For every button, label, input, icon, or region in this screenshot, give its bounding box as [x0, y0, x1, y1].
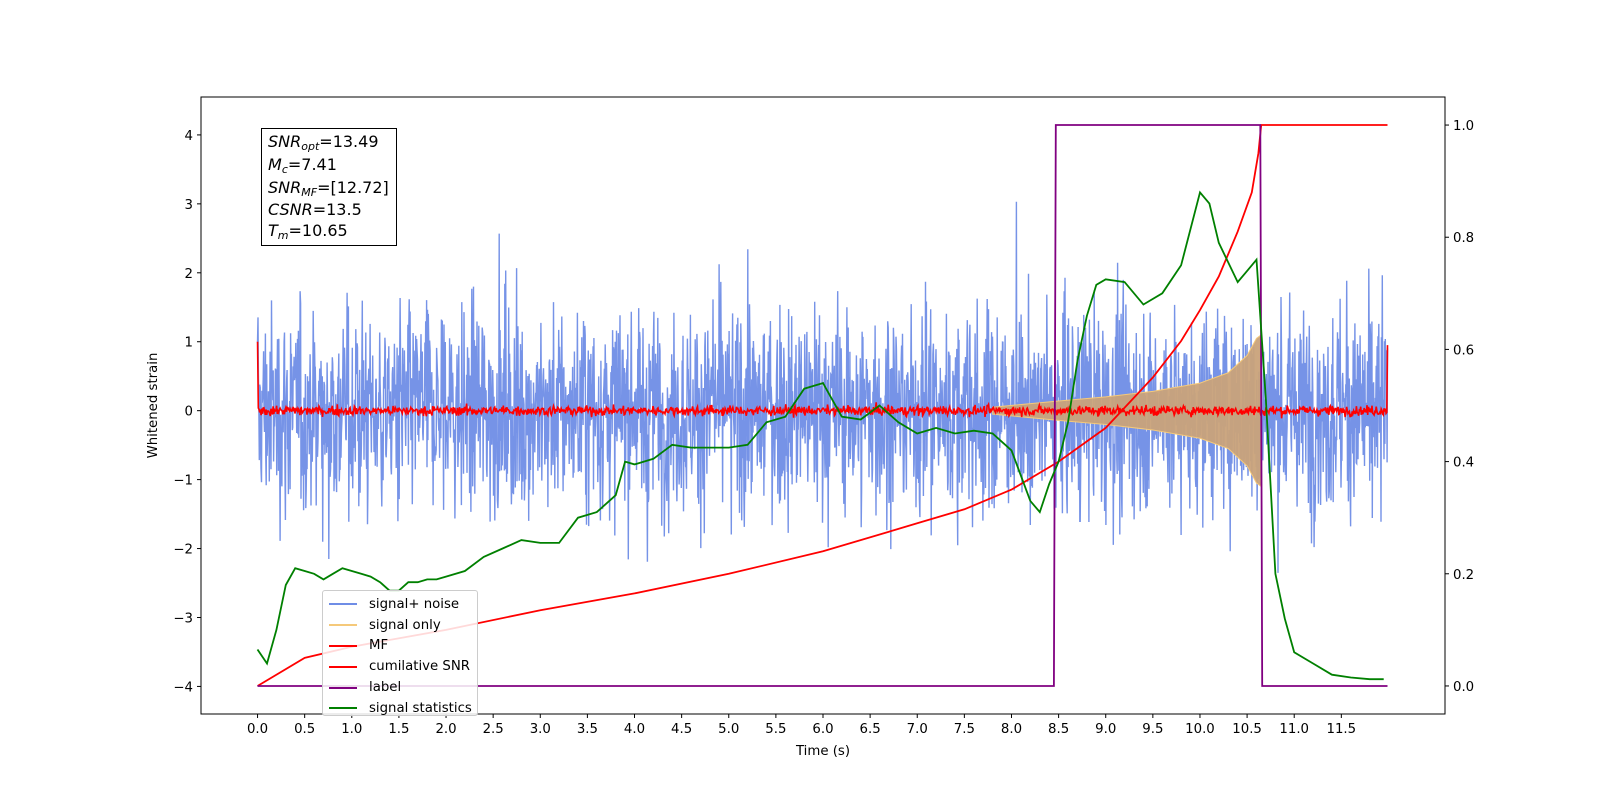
x-tick-label: 7.0: [907, 722, 928, 737]
y2-tick-label: 0.2: [1453, 568, 1474, 583]
x-tick-label: 0.5: [294, 722, 315, 737]
legend-label-signal-only: signal only: [369, 617, 441, 633]
mc-symbol: M: [268, 154, 282, 174]
x-tick-label: 9.0: [1095, 722, 1116, 737]
csnr-symbol: CSNR: [268, 200, 313, 220]
x-tick-label: 6.0: [812, 722, 833, 737]
y-tick-label: −2: [173, 543, 193, 558]
y-axis-label: Whitened strain: [146, 353, 161, 459]
x-axis-ticks: 0.0 0.5 1.0 1.5 2.0 2.5 3.0 3.5 4.0 4.5 5.0 5.5 6.0 6…: [247, 714, 1356, 737]
x-tick-label: 3.0: [530, 722, 551, 737]
x-tick-label: 1.0: [341, 722, 362, 737]
x-axis-label: Time (s): [795, 744, 850, 759]
x-tick-label: 4.0: [624, 722, 645, 737]
legend-item-mf: MF: [329, 636, 471, 657]
x-tick-label: 8.0: [1001, 722, 1022, 737]
y-tick-label: 3: [185, 198, 193, 213]
snr-mf-line: SNRMF=[12.72]: [268, 178, 390, 201]
legend: signal+ noise signal only MF cumilative …: [322, 590, 478, 716]
x-tick-label: 7.5: [954, 722, 975, 737]
legend-swatch-signal-noise: [329, 603, 357, 606]
x-tick-label: 3.5: [577, 722, 598, 737]
x-tick-label: 1.5: [388, 722, 409, 737]
plot-area: [256, 124, 1389, 687]
tm-line: Tm=10.65: [268, 221, 390, 244]
legend-item-label: label: [329, 677, 471, 698]
y-tick-label: −1: [173, 474, 193, 489]
legend-swatch-signal-only: [329, 624, 357, 627]
legend-swatch-mf: [329, 644, 357, 647]
x-tick-label: 2.5: [483, 722, 504, 737]
tm-sub: m: [277, 229, 289, 243]
y-tick-label: 1: [185, 336, 193, 351]
csnr-value: =13.5: [312, 200, 362, 220]
y-tick-label: −4: [173, 680, 193, 695]
x-tick-label: 10.0: [1185, 722, 1215, 737]
y-tick-label: −3: [173, 611, 193, 626]
series-signal-statistics: [256, 190, 1384, 681]
mc-sub: c: [281, 162, 288, 176]
mc-line: Mc=7.41: [268, 155, 390, 178]
snr-opt-symbol: SNR: [268, 132, 302, 151]
legend-item-signal-only: signal only: [329, 615, 471, 636]
series-cumulative-snr: [257, 124, 1388, 687]
tm-value: =10.65: [288, 221, 348, 241]
y-tick-label: 0: [185, 405, 193, 420]
x-tick-label: 5.5: [765, 722, 786, 737]
y-tick-label: 4: [185, 129, 193, 144]
legend-swatch-label: [329, 686, 357, 689]
x-tick-label: 0.0: [247, 722, 268, 737]
y2-tick-label: 0.6: [1453, 343, 1474, 358]
x-tick-label: 5.0: [718, 722, 739, 737]
legend-label-mf: MF: [369, 638, 389, 654]
series-mf: [256, 341, 1389, 419]
y2-tick-label: 0.4: [1453, 456, 1474, 471]
y-axis-ticks: 4 3 2 1 0 −1 −2 −3 −4: [173, 129, 201, 695]
x-tick-label: 11.5: [1327, 722, 1357, 737]
legend-item-cumulative-snr: cumilative SNR: [329, 656, 471, 677]
legend-swatch-signal-statistics: [329, 707, 357, 710]
snr-mf-sub: MF: [301, 185, 318, 199]
x-tick-label: 8.5: [1048, 722, 1069, 737]
x-tick-label: 9.5: [1142, 722, 1163, 737]
snr-opt-sub: opt: [301, 140, 320, 153]
snr-mf-value: =[12.72]: [317, 177, 389, 197]
x-tick-label: 11.0: [1279, 722, 1309, 737]
y2-tick-label: 0.8: [1453, 231, 1474, 246]
legend-item-signal-noise: signal+ noise: [329, 594, 471, 615]
legend-item-signal-statistics: signal statistics: [329, 698, 472, 719]
y2-tick-label: 0.0: [1453, 680, 1474, 695]
annotation-box: SNRopt=13.49 Mc=7.41 SNRMF=[12.72] CSNR=…: [261, 128, 397, 246]
mc-value: =7.41: [287, 154, 337, 174]
legend-label-cumulative-snr: cumilative SNR: [369, 659, 471, 675]
y-tick-label: 2: [185, 267, 193, 282]
snr-opt-value: =13.49: [319, 132, 379, 151]
x-tick-label: 6.5: [860, 722, 881, 737]
x-tick-label: 4.5: [671, 722, 692, 737]
legend-label-signal-statistics: signal statistics: [369, 700, 472, 716]
y2-axis-ticks: 1.0 0.8 0.6 0.4 0.2 0.0: [1445, 119, 1474, 695]
legend-label-label: label: [369, 680, 402, 696]
snr-mf-symbol: SNR: [268, 177, 302, 197]
y2-tick-label: 1.0: [1453, 119, 1474, 134]
x-tick-label: 10.5: [1232, 722, 1262, 737]
snr-opt-line: SNRopt=13.49: [268, 132, 390, 155]
series-label: [257, 124, 1388, 687]
tm-symbol: T: [268, 221, 278, 241]
csnr-line: CSNR=13.5: [268, 200, 390, 221]
legend-swatch-cumulative-snr: [329, 665, 357, 668]
x-tick-label: 2.0: [435, 722, 456, 737]
legend-label-signal-noise: signal+ noise: [369, 596, 460, 612]
